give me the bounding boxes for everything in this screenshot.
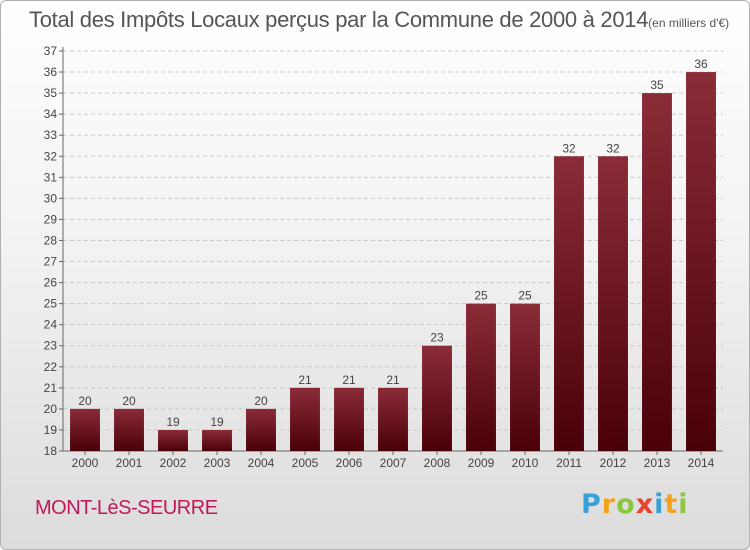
commune-name: MONT-LèS-SEURRE <box>35 497 218 519</box>
y-tick-label: 37 <box>44 44 58 58</box>
chart-title-text: Total des Impôts Locaux perçus par la Co… <box>29 7 649 32</box>
y-tick-label: 30 <box>44 191 58 205</box>
x-tick-label: 2000 <box>72 456 99 470</box>
y-tick-label: 36 <box>44 65 58 79</box>
logo-letter: P <box>581 489 602 520</box>
chart-title: Total des Impôts Locaux perçus par la Co… <box>29 7 729 33</box>
x-tick-label: 2004 <box>248 456 275 470</box>
bar-value-label: 20 <box>254 394 268 408</box>
bar-value-label: 19 <box>166 415 180 429</box>
bar-value-label: 21 <box>342 373 356 387</box>
x-tick-label: 2012 <box>600 456 627 470</box>
bar-value-label: 21 <box>386 373 400 387</box>
y-tick-label: 21 <box>44 381 58 395</box>
y-tick-label: 27 <box>44 255 58 269</box>
bar-value-label: 36 <box>694 57 708 71</box>
x-tick-label: 2005 <box>292 456 319 470</box>
bar <box>686 72 716 451</box>
y-tick-label: 28 <box>44 233 58 247</box>
y-tick-label: 20 <box>44 402 58 416</box>
bar <box>246 408 276 451</box>
bar-value-label: 19 <box>210 415 224 429</box>
bar <box>642 93 672 452</box>
y-tick-label: 34 <box>44 107 58 121</box>
axes: 18 19 20 21 22 23 24 25 26 27 28 29 30 31 32 33 34 35 36 37… <box>44 44 723 470</box>
bar <box>202 429 232 451</box>
bar <box>510 303 540 451</box>
x-tick-label: 2009 <box>468 456 495 470</box>
bar-value-label: 20 <box>78 394 92 408</box>
y-tick-label: 33 <box>44 128 58 142</box>
x-tick-label: 2007 <box>380 456 407 470</box>
y-tick-label: 22 <box>44 360 58 374</box>
proxiti-logo: Proxiti <box>581 489 689 520</box>
bar-value-label: 32 <box>562 141 576 155</box>
y-tick-label: 24 <box>44 318 58 332</box>
labels: 20 20 19 19 20 21 21 21 23 25 25 32 32 35 36 <box>78 57 708 429</box>
x-tick-label: 2002 <box>160 456 187 470</box>
x-tick-label: 2013 <box>644 456 671 470</box>
x-tick-label: 2010 <box>512 456 539 470</box>
bar <box>378 387 408 451</box>
x-tick-label: 2011 <box>556 456 582 470</box>
y-tick-label: 18 <box>44 444 58 458</box>
y-tick-label: 19 <box>44 423 58 437</box>
bar <box>466 303 496 451</box>
bar <box>114 408 144 451</box>
y-tick-label: 23 <box>44 339 58 353</box>
x-tick-label: 2008 <box>424 456 451 470</box>
bar <box>422 345 452 451</box>
bar <box>554 156 584 451</box>
logo-letter: x <box>635 489 655 520</box>
chart-title-unit: (en milliers d'€) <box>648 16 730 30</box>
x-tick-label: 2001 <box>116 456 143 470</box>
y-tick-label: 35 <box>44 86 58 100</box>
y-tick-label: 26 <box>44 276 58 290</box>
y-tick-label: 25 <box>44 297 58 311</box>
y-tick-label: 32 <box>44 149 58 163</box>
bar <box>334 387 364 451</box>
bar <box>70 408 100 451</box>
bar <box>158 429 188 451</box>
y-tick-label: 31 <box>44 170 58 184</box>
bar <box>598 156 628 451</box>
x-tick-label: 2006 <box>336 456 363 470</box>
bars <box>70 72 716 452</box>
bar-value-label: 25 <box>474 289 488 303</box>
bar-value-label: 35 <box>650 78 664 92</box>
bar-value-label: 21 <box>298 373 312 387</box>
logo-letter: r <box>601 489 617 520</box>
logo-letter: i <box>654 489 665 520</box>
bar <box>290 387 320 451</box>
bar-value-label: 25 <box>518 289 532 303</box>
logo-letter: t <box>664 489 679 520</box>
bar-value-label: 20 <box>122 394 136 408</box>
logo-letter: o <box>616 489 636 520</box>
logo-letter: i <box>678 489 689 520</box>
x-tick-label: 2003 <box>204 456 231 470</box>
y-tick-label: 29 <box>44 212 58 226</box>
bar-value-label: 23 <box>430 331 444 345</box>
bar-value-label: 32 <box>606 141 620 155</box>
x-tick-label: 2014 <box>688 456 715 470</box>
